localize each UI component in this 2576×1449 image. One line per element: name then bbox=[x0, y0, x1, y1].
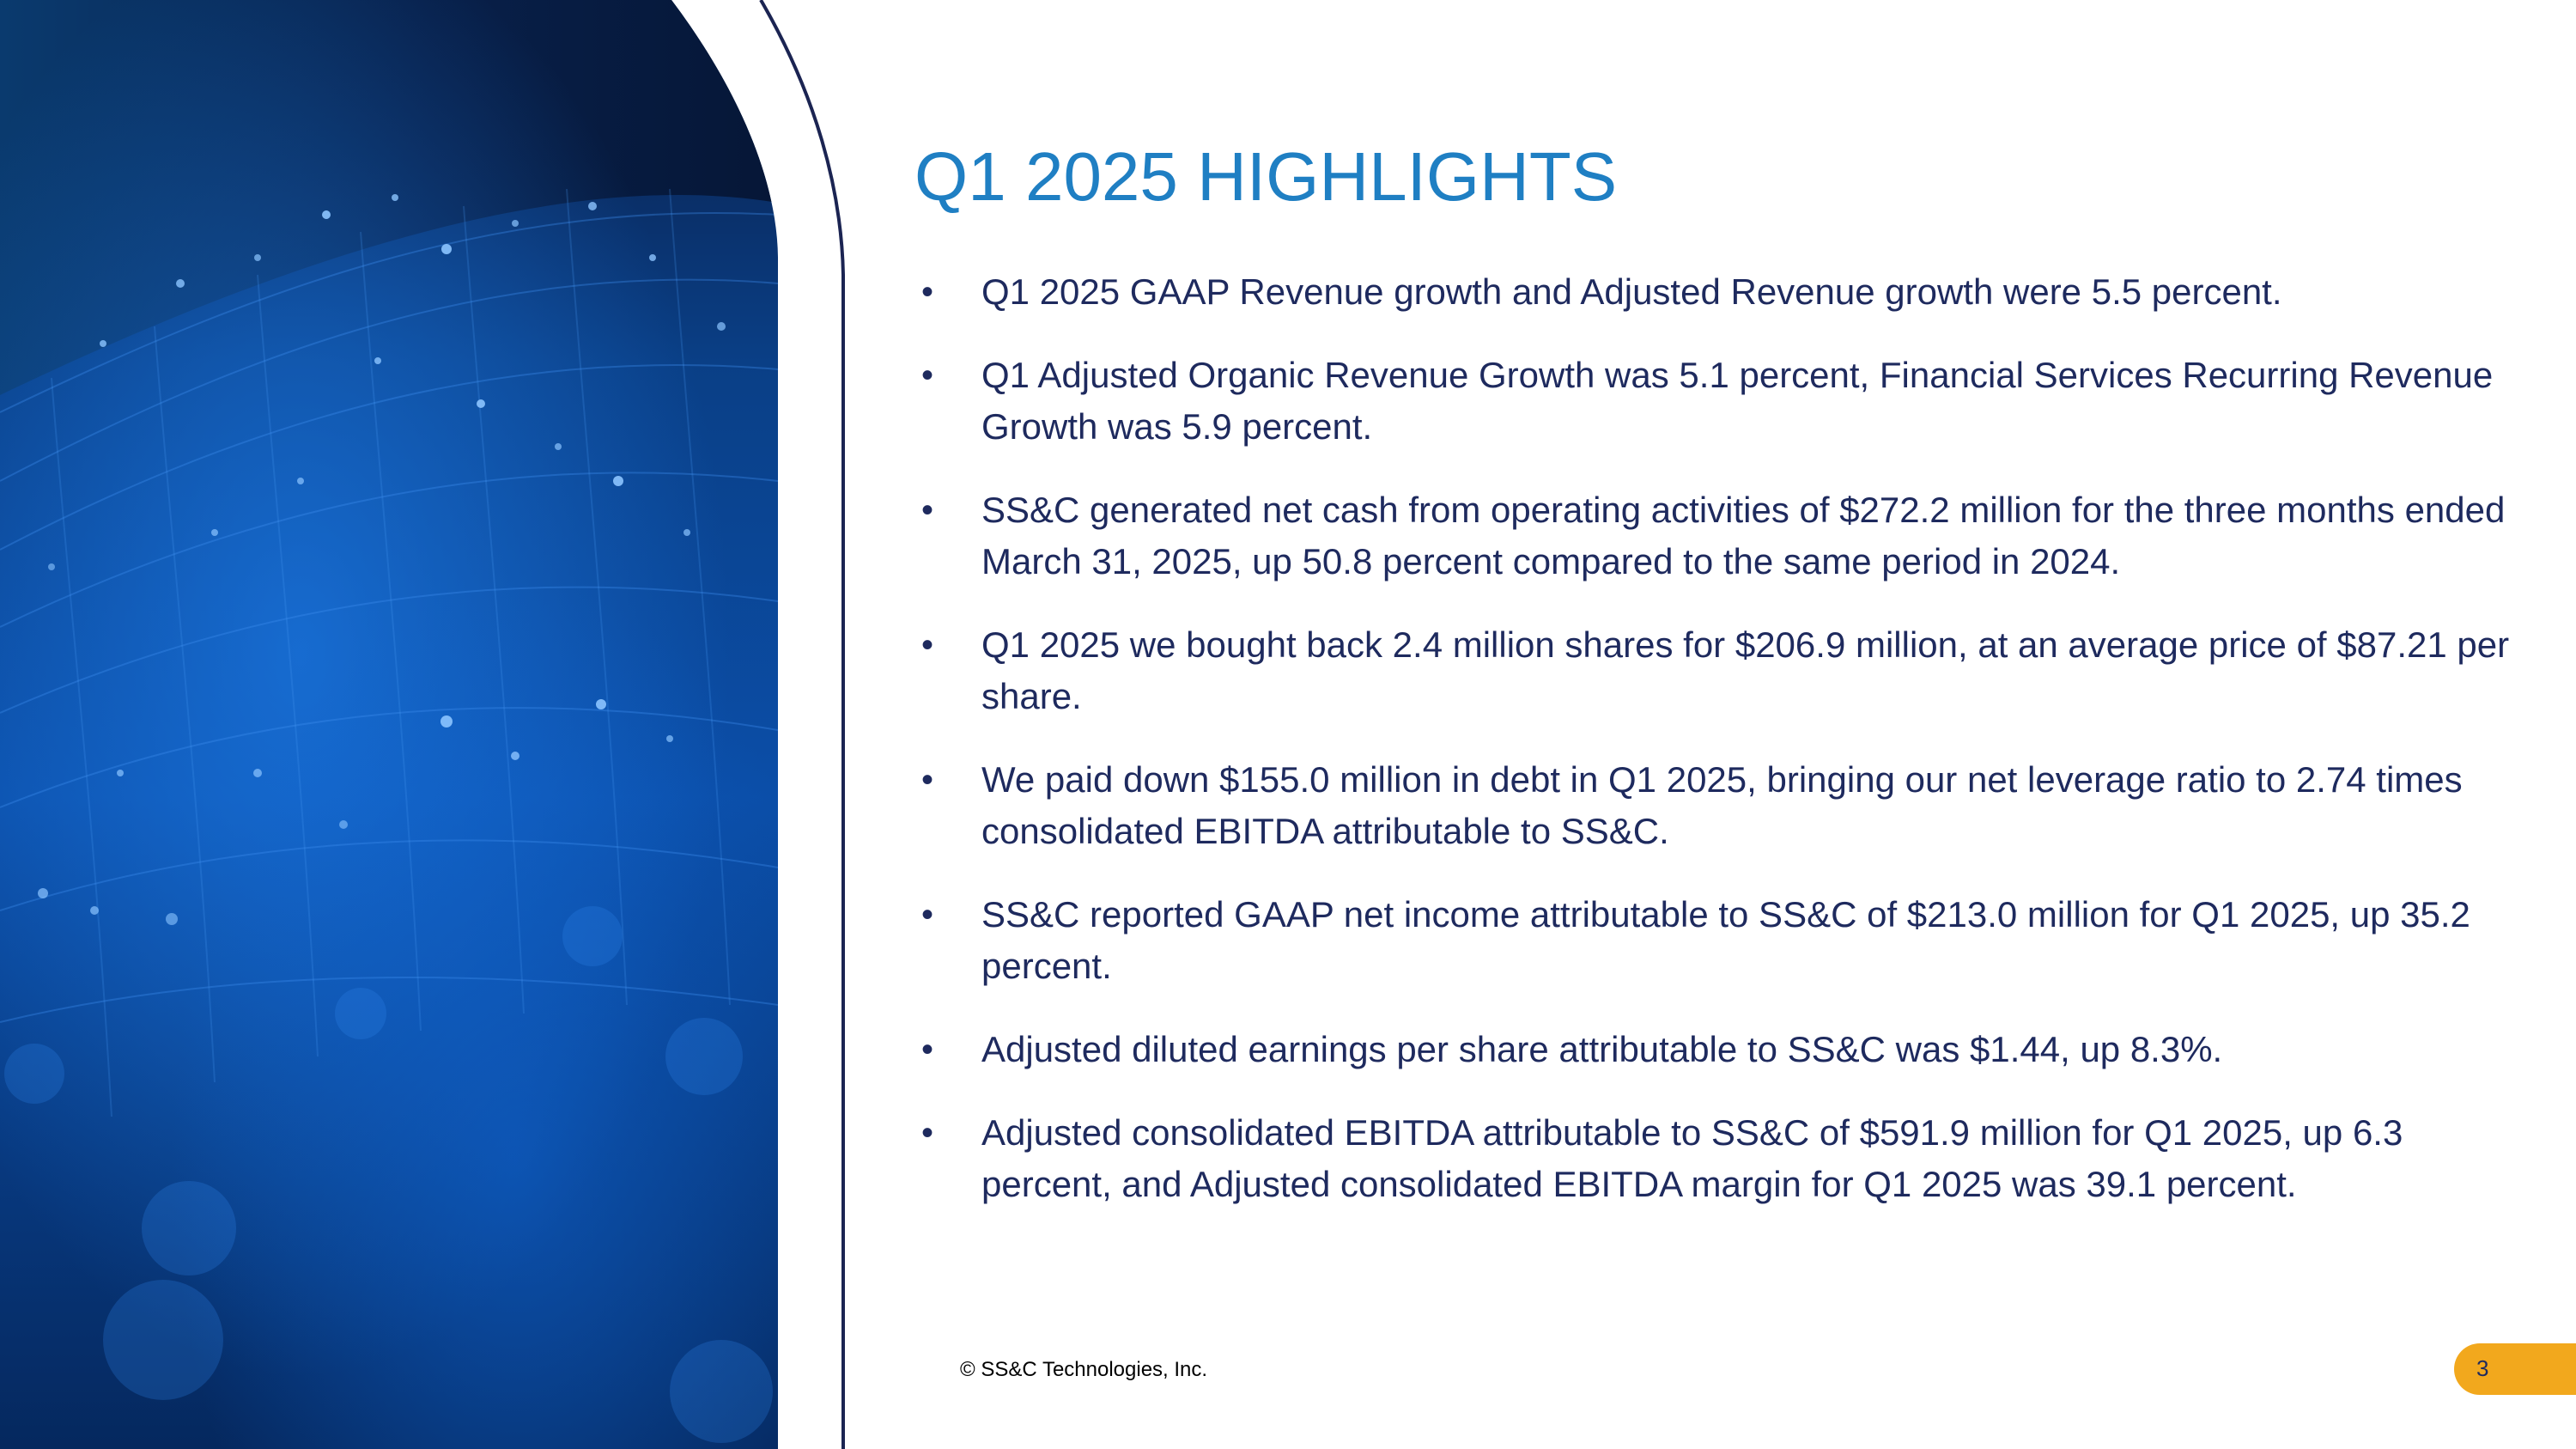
slide-title: Q1 2025 HIGHLIGHTS bbox=[914, 138, 1618, 215]
bullet-dot-icon: • bbox=[921, 761, 934, 799]
bullet-dot-icon: • bbox=[921, 356, 934, 394]
bullet-dot-icon: • bbox=[921, 1031, 934, 1068]
page-number-badge: 3 bbox=[2454, 1343, 2576, 1395]
highlight-item: • SS&C generated net cash from operating… bbox=[914, 484, 2529, 588]
highlight-item: • Adjusted diluted earnings per share at… bbox=[914, 1024, 2529, 1075]
bullet-dot-icon: • bbox=[921, 626, 934, 664]
bullet-dot-icon: • bbox=[921, 896, 934, 934]
highlights-list: • Q1 2025 GAAP Revenue growth and Adjust… bbox=[914, 266, 2529, 1242]
highlight-text: Adjusted consolidated EBITDA attributabl… bbox=[981, 1112, 2403, 1204]
footer-copyright: © SS&C Technologies, Inc. bbox=[960, 1358, 1208, 1381]
bullet-dot-icon: • bbox=[921, 273, 934, 311]
highlight-item: • SS&C reported GAAP net income attribut… bbox=[914, 889, 2529, 992]
highlight-item: • Q1 2025 we bought back 2.4 million sha… bbox=[914, 619, 2529, 722]
highlight-text: SS&C reported GAAP net income attributab… bbox=[981, 894, 2470, 986]
highlight-item: • Q1 Adjusted Organic Revenue Growth was… bbox=[914, 350, 2529, 453]
highlight-item: • We paid down $155.0 million in debt in… bbox=[914, 754, 2529, 857]
highlight-text: We paid down $155.0 million in debt in Q… bbox=[981, 759, 2463, 851]
highlight-text: Q1 Adjusted Organic Revenue Growth was 5… bbox=[981, 355, 2494, 447]
highlight-item: • Q1 2025 GAAP Revenue growth and Adjust… bbox=[914, 266, 2529, 318]
highlight-item: • Adjusted consolidated EBITDA attributa… bbox=[914, 1107, 2529, 1210]
bullet-dot-icon: • bbox=[921, 1114, 934, 1152]
highlight-text: Q1 2025 GAAP Revenue growth and Adjusted… bbox=[981, 271, 2282, 312]
highlight-text: Q1 2025 we bought back 2.4 million share… bbox=[981, 624, 2510, 716]
decorative-network-image bbox=[0, 0, 845, 1449]
page-number: 3 bbox=[2476, 1355, 2489, 1381]
highlight-text: Adjusted diluted earnings per share attr… bbox=[981, 1029, 2223, 1069]
bullet-dot-icon: • bbox=[921, 491, 934, 529]
highlight-text: SS&C generated net cash from operating a… bbox=[981, 490, 2506, 581]
